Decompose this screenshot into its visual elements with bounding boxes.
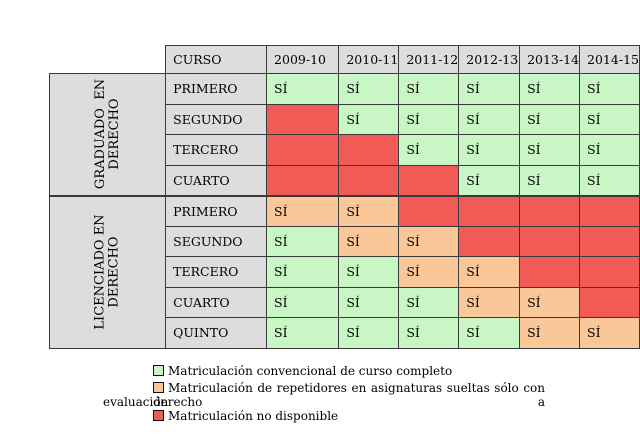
- status-cell-orange: SÍ: [519, 286, 581, 318]
- year-header: 2014-15: [579, 45, 640, 74]
- group-label-cell: LICENCIADO EN DERECHO: [48, 194, 167, 349]
- enrollment-table: CURSO 2009-10 2010-11 2011-12 2012-13 20…: [48, 45, 640, 349]
- status-cell-green: SÍ: [338, 103, 400, 135]
- status-cell-red: [458, 194, 521, 227]
- status-cell-red: [579, 225, 640, 257]
- status-cell-green: SÍ: [266, 317, 340, 349]
- status-cell-green: SÍ: [458, 73, 521, 105]
- status-cell-green: SÍ: [266, 286, 340, 318]
- status-cell-green: SÍ: [398, 317, 460, 349]
- status-cell-red: [266, 164, 340, 196]
- legend-item-orange: Matriculación de repetidores en asignatu…: [153, 381, 545, 409]
- status-cell-green: SÍ: [266, 256, 340, 288]
- status-cell-orange: SÍ: [579, 317, 640, 349]
- course-label: TERCERO: [165, 134, 268, 166]
- status-cell-red: [519, 225, 581, 257]
- table-row: QUINTO SÍ SÍ SÍ SÍ SÍ SÍ: [50, 317, 640, 349]
- course-label: CUARTO: [165, 164, 268, 196]
- corner-cell: [49, 45, 167, 74]
- table-row: CUARTO SÍ SÍ SÍ SÍ SÍ: [50, 286, 640, 318]
- status-cell-green: SÍ: [519, 103, 581, 135]
- status-cell-green: SÍ: [458, 134, 521, 166]
- course-label: SEGUNDO: [165, 103, 268, 135]
- status-cell-green: SÍ: [266, 73, 340, 105]
- group-label: LICENCIADO EN DERECHO: [92, 214, 122, 330]
- legend-item-orange-cont: evaluación: [103, 395, 168, 409]
- group-label-cell: GRADUADO EN DERECHO: [48, 73, 167, 197]
- status-cell-red: [458, 225, 521, 257]
- table-row: LICENCIADO EN DERECHO PRIMERO SÍ SÍ: [48, 194, 640, 349]
- status-cell-green: SÍ: [519, 73, 581, 105]
- status-cell-green: SÍ: [458, 103, 521, 135]
- status-cell-green: SÍ: [398, 286, 460, 318]
- legend-label: evaluación: [103, 395, 169, 409]
- status-cell-green: SÍ: [458, 317, 521, 349]
- status-cell-red: [338, 134, 400, 166]
- curso-header: CURSO: [165, 45, 268, 74]
- course-label: QUINTO: [165, 317, 268, 349]
- status-cell-red: [266, 103, 340, 135]
- status-cell-red: [398, 164, 460, 196]
- status-cell-orange: SÍ: [338, 225, 400, 257]
- table-row: SEGUNDO SÍ SÍ SÍ SÍ SÍ: [50, 103, 640, 135]
- legend-item-red: Matriculación no disponible: [153, 409, 338, 423]
- year-header: 2009-10: [266, 45, 340, 74]
- course-label: PRIMERO: [165, 73, 268, 105]
- status-cell-orange: SÍ: [519, 317, 581, 349]
- status-cell-green: SÍ: [398, 134, 460, 166]
- red-swatch: [153, 410, 164, 421]
- status-cell-green: SÍ: [338, 73, 400, 105]
- status-cell-red: [579, 286, 640, 318]
- course-label: CUARTO: [165, 286, 268, 318]
- status-cell-orange: SÍ: [338, 194, 400, 227]
- status-cell-green: SÍ: [458, 164, 521, 196]
- status-cell-red: [338, 164, 400, 196]
- status-cell-green: SÍ: [579, 103, 640, 135]
- year-header: 2012-13: [458, 45, 521, 74]
- legend-item-green: Matriculación convencional de curso comp…: [153, 364, 452, 378]
- legend-label: Matriculación convencional de curso comp…: [168, 364, 453, 378]
- status-cell-red: [266, 134, 340, 166]
- status-cell-green: SÍ: [579, 134, 640, 166]
- table-row: TERCERO SÍ SÍ SÍ SÍ: [50, 256, 640, 288]
- green-swatch: [153, 365, 164, 376]
- status-cell-red: [398, 194, 460, 227]
- status-cell-red: [519, 256, 581, 288]
- status-cell-green: SÍ: [579, 73, 640, 105]
- status-cell-orange: SÍ: [266, 194, 340, 227]
- legend-label: Matriculación no disponible: [168, 409, 339, 423]
- table-row: GRADUADO EN DERECHO PRIMERO SÍ SÍ SÍ SÍ SÍ SÍ: [48, 73, 640, 197]
- course-label: SEGUNDO: [165, 225, 268, 257]
- status-cell-green: SÍ: [519, 164, 581, 196]
- status-cell-green: SÍ: [398, 73, 460, 105]
- status-cell-red: [579, 256, 640, 288]
- year-header: 2011-12: [398, 45, 460, 74]
- status-cell-green: SÍ: [579, 164, 640, 196]
- legend-label: Matriculación de repetidores en asignatu…: [153, 381, 545, 409]
- status-cell-green: SÍ: [398, 103, 460, 135]
- status-cell-orange: SÍ: [398, 225, 460, 257]
- year-header: 2010-11: [338, 45, 400, 74]
- status-cell-orange: SÍ: [458, 286, 521, 318]
- status-cell-green: SÍ: [338, 256, 400, 288]
- header-row: CURSO 2009-10 2010-11 2011-12 2012-13 20…: [49, 45, 640, 74]
- year-header: 2013-14: [519, 45, 581, 74]
- status-cell-green: SÍ: [266, 225, 340, 257]
- course-label: TERCERO: [165, 256, 268, 288]
- status-cell-orange: SÍ: [458, 256, 521, 288]
- group-label: GRADUADO EN DERECHO: [92, 79, 122, 190]
- status-cell-orange: SÍ: [398, 256, 460, 288]
- status-cell-green: SÍ: [338, 286, 400, 318]
- status-cell-green: SÍ: [338, 317, 400, 349]
- course-label: PRIMERO: [165, 194, 268, 227]
- status-cell-red: [579, 194, 640, 227]
- table-row: TERCERO SÍ SÍ SÍ SÍ: [50, 134, 640, 166]
- status-cell-green: SÍ: [519, 134, 581, 166]
- status-cell-red: [519, 194, 581, 227]
- table-row: SEGUNDO SÍ SÍ SÍ: [50, 225, 640, 257]
- orange-swatch: [153, 382, 164, 393]
